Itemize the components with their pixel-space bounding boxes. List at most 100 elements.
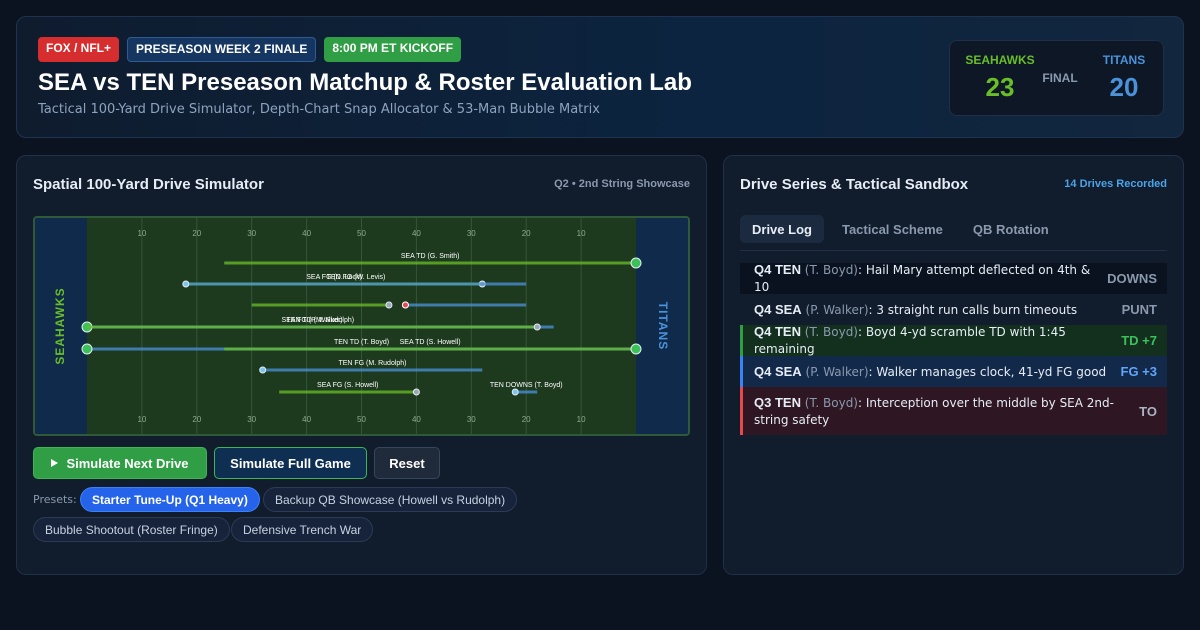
log-item-text: : 3 straight run calls burn timeouts: [868, 302, 1078, 317]
preset-starter-tune-up[interactable]: Starter Tune-Up (Q1 Heavy): [80, 487, 260, 512]
football-field[interactable]: SEAHAWKS TITANS 10 10 20 20 30 30 40 40 50 50 40 40…: [33, 216, 690, 436]
home-score-block: SEAHAWKS 23: [960, 53, 1040, 103]
log-item-drive: Q3 TEN: [754, 394, 801, 410]
drive-end-marker: [412, 388, 420, 396]
drive-end-marker: [81, 343, 93, 355]
log-item-qb: (T. Boyd): [804, 263, 858, 277]
log-item-result: PUNT: [1121, 302, 1157, 317]
drive-end-marker: [511, 388, 519, 396]
yard-label-bottom: 40: [412, 415, 421, 424]
drive-label: TEN TD (T. Boyd): [334, 339, 389, 346]
tab-tactical-scheme[interactable]: Tactical Scheme: [841, 221, 943, 237]
log-item-result: FG +3: [1120, 364, 1158, 379]
yard-label-top: 30: [467, 229, 476, 238]
home-team-score: 23: [985, 72, 1015, 102]
drive-label: TEN FG (M. Rudolph): [338, 360, 406, 367]
log-item-qb: (P. Walker): [805, 364, 869, 379]
yard-label-top: 30: [247, 229, 256, 238]
drive-log-list: Q4 TEN (T. Boyd): Hail Mary attempt defl…: [740, 262, 1167, 435]
reset-button[interactable]: Reset: [374, 447, 440, 479]
yard-label-top: 10: [137, 229, 146, 238]
log-item-drive: Q4 TEN: [754, 262, 801, 277]
game-header: FOX / NFL+ PRESEASON WEEK 2 FINALE 8:00 …: [16, 16, 1184, 138]
game-status: FINAL: [1042, 71, 1078, 85]
drive-end-marker: [630, 257, 642, 269]
drive-end-marker: [630, 343, 642, 355]
log-item-text: : Interception over the middle by SEA 2n…: [754, 395, 1114, 427]
log-item[interactable]: Q4 TEN (T. Boyd): Hail Mary attempt defl…: [740, 262, 1167, 294]
drive-label: SEA FG (S. Howell): [317, 382, 378, 389]
log-item-drive: Q4 SEA: [754, 363, 802, 379]
log-item-text: : Hail Mary attempt deflected on 4th & 1…: [754, 263, 1091, 294]
right-endzone-label: TITANS: [656, 302, 670, 350]
simulator-meta: Q2 • 2nd String Showcase: [554, 178, 690, 190]
away-team-score: 20: [1109, 72, 1139, 102]
yard-label-bottom: 10: [577, 415, 586, 424]
tab-drive-log[interactable]: Drive Log: [740, 215, 824, 243]
drive-label: SEA TD (G. Smith): [401, 253, 460, 260]
network-badge: FOX / NFL+: [38, 37, 120, 62]
yard-label-top: 20: [192, 229, 201, 238]
yard-label-bottom: 10: [137, 415, 146, 424]
log-item[interactable]: Q4 SEA (P. Walker): Walker manages clock…: [740, 356, 1167, 387]
simulate-next-label: Simulate Next Drive: [66, 455, 189, 471]
log-item-drive: Q4 TEN: [754, 324, 801, 339]
yard-label-bottom: 40: [302, 415, 311, 424]
tab-qb-rotation[interactable]: QB Rotation: [972, 221, 1049, 237]
log-item[interactable]: Q3 TEN (T. Boyd): Interception over the …: [740, 387, 1167, 435]
field-canvas[interactable]: SEAHAWKS TITANS 10 10 20 20 30 30 40 40 50 50 40 40…: [35, 218, 688, 434]
turnover-marker: [401, 301, 409, 309]
yard-label-top: 40: [302, 229, 311, 238]
drive-end-marker: [385, 301, 393, 309]
right-endzone: [636, 218, 688, 434]
log-item-result: DOWNS: [1107, 271, 1157, 286]
kickoff-badge: 8:00 PM ET KICKOFF: [324, 37, 462, 62]
log-item-drive: Q4 SEA: [754, 301, 802, 317]
yard-label-bottom: 20: [192, 415, 201, 424]
left-endzone: [35, 218, 87, 434]
log-item-text: : Walker manages clock, 41-yd FG good: [868, 364, 1107, 379]
log-item-text: : Boyd 4-yd scramble TD with 1:45 remain…: [754, 325, 1066, 356]
yard-label-top: 40: [412, 229, 421, 238]
play-icon: [51, 459, 59, 467]
left-endzone-label: SEAHAWKS: [53, 287, 67, 364]
simulator-title: Spatial 100-Yard Drive Simulator: [33, 176, 264, 193]
log-item-qb: (P. Walker): [805, 302, 869, 317]
scoreboard: SEAHAWKS 23 FINAL TITANS 20: [949, 40, 1164, 116]
yard-label-top: 50: [357, 229, 366, 238]
simulate-full-game-button[interactable]: Simulate Full Game: [214, 447, 367, 479]
page-title: SEA vs TEN Preseason Matchup & Roster Ev…: [38, 69, 692, 96]
yard-label-bottom: 30: [467, 415, 476, 424]
simulate-next-drive-button[interactable]: Simulate Next Drive: [33, 447, 207, 479]
yard-label-bottom: 20: [522, 415, 531, 424]
sandbox-title: Drive Series & Tactical Sandbox: [740, 176, 969, 193]
presets-label: Presets:: [33, 493, 77, 506]
yard-label-bottom: 30: [247, 415, 256, 424]
home-team-name: SEAHAWKS: [965, 53, 1035, 67]
drive-label: SEA TD (S. Howell): [400, 339, 461, 346]
log-item[interactable]: Q4 TEN (T. Boyd): Boyd 4-yd scramble TD …: [740, 324, 1167, 356]
drive-bars: SEA TD (G. Smith)SEA FG (D. Lock)TEN FG …: [81, 253, 642, 396]
drive-label: SEA FG (D. Lock): [306, 274, 362, 281]
yard-label-top: 20: [522, 229, 531, 238]
log-item-result: TD +7: [1121, 333, 1157, 348]
week-badge: PRESEASON WEEK 2 FINALE: [127, 37, 317, 62]
drives-recorded-count: 14 Drives Recorded: [1064, 178, 1167, 190]
drive-end-marker: [259, 366, 267, 374]
yard-label-top: 10: [577, 229, 586, 238]
drive-end-marker: [533, 323, 541, 331]
drive-label: TEN FG (W. Levis): [327, 274, 386, 281]
drive-label: TEN TD (M. Rudolph): [287, 317, 355, 324]
preset-backup-qb-showcase[interactable]: Backup QB Showcase (Howell vs Rudolph): [263, 487, 518, 512]
page-subtitle: Tactical 100-Yard Drive Simulator, Depth…: [38, 102, 600, 117]
sandbox-tabs: Drive Log Tactical Scheme QB Rotation: [740, 215, 1061, 243]
tab-divider: [740, 250, 1167, 251]
log-item-qb: (T. Boyd): [804, 395, 858, 410]
drive-simulator-panel: Spatial 100-Yard Drive Simulator Q2 • 2n…: [16, 155, 707, 575]
drive-label: TEN DOWNS (T. Boyd): [490, 382, 563, 389]
header-badges: FOX / NFL+ PRESEASON WEEK 2 FINALE 8:00 …: [38, 37, 462, 62]
log-item[interactable]: Q4 SEA (P. Walker): 3 straight run calls…: [740, 294, 1167, 325]
preset-defensive-trench-war[interactable]: Defensive Trench War: [231, 517, 374, 542]
preset-bubble-shootout[interactable]: Bubble Shootout (Roster Fringe): [33, 517, 230, 542]
log-item-result: TO: [1139, 403, 1157, 419]
